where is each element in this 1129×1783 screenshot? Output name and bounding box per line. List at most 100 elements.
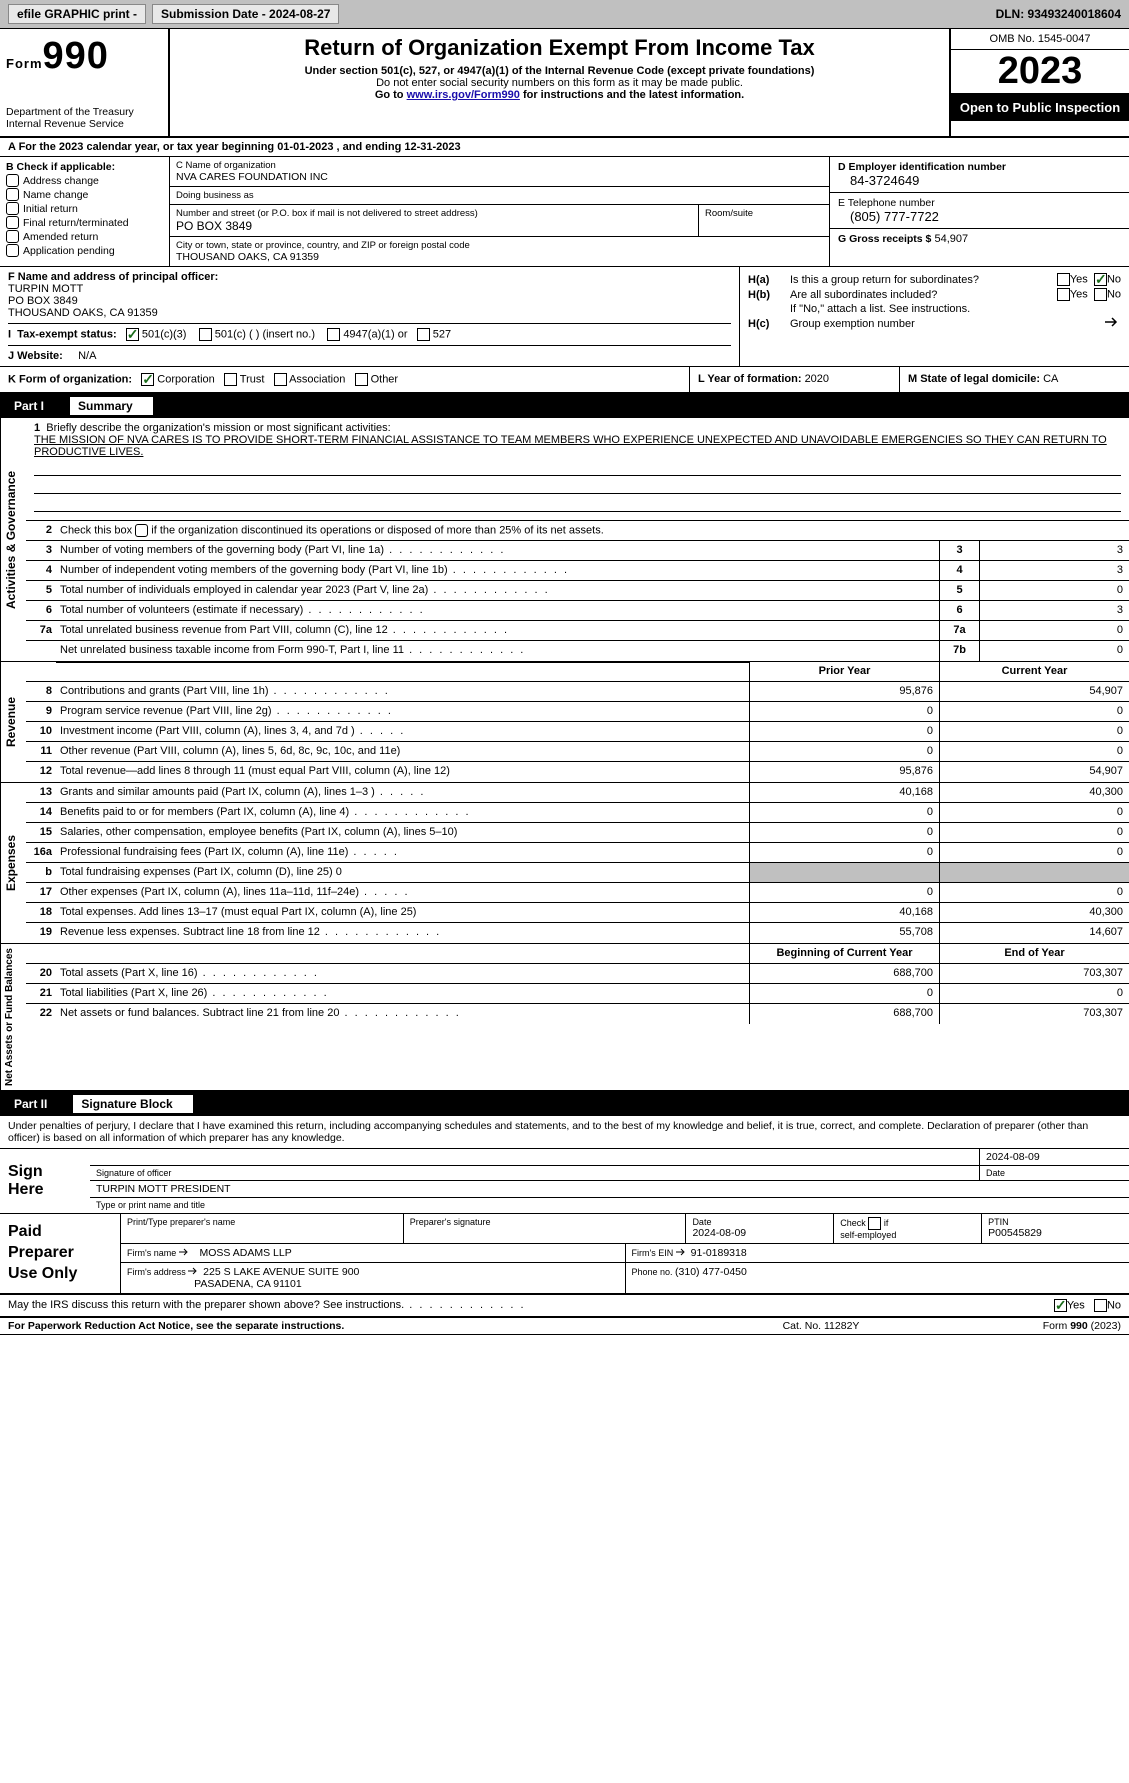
part1-title: Summary (70, 397, 153, 415)
hb-no-checkbox[interactable] (1094, 288, 1107, 301)
amended-return-checkbox[interactable] (6, 230, 19, 243)
paid-preparer-block: PaidPreparerUse Only Print/Type preparer… (0, 1214, 1129, 1295)
line2-num: 2 (26, 521, 56, 540)
initial-return-checkbox[interactable] (6, 202, 19, 215)
submission-date-button[interactable]: Submission Date - 2024-08-27 (152, 4, 339, 24)
part2-header: Part II Signature Block (0, 1092, 1129, 1116)
assoc-checkbox[interactable] (274, 373, 287, 386)
501c3-checkbox[interactable] (126, 328, 139, 341)
discuss-question: May the IRS discuss this return with the… (8, 1299, 1054, 1312)
other-checkbox[interactable] (355, 373, 368, 386)
officer-addr2: THOUSAND OAKS, CA 91359 (8, 307, 731, 319)
line2-checkbox[interactable] (135, 524, 148, 537)
org-name-label: C Name of organization (176, 160, 823, 171)
line22-desc: Net assets or fund balances. Subtract li… (56, 1004, 749, 1024)
top-bar: efile GRAPHIC print - Submission Date - … (0, 0, 1129, 29)
mission-text: THE MISSION OF NVA CARES IS TO PROVIDE S… (34, 434, 1107, 458)
501c-checkbox[interactable] (199, 328, 212, 341)
sig-type-label: Type or print name and title (90, 1198, 1129, 1212)
efile-print-button[interactable]: efile GRAPHIC print - (8, 4, 146, 24)
4947-checkbox[interactable] (327, 328, 340, 341)
footer-left: For Paperwork Reduction Act Notice, see … (8, 1320, 721, 1332)
part1-label: Part I (8, 397, 50, 415)
l-label: L Year of formation: (698, 373, 805, 385)
discuss-no-checkbox[interactable] (1094, 1299, 1107, 1312)
line8-desc: Contributions and grants (Part VIII, lin… (56, 682, 749, 701)
preparer-date: 2024-08-09 (692, 1227, 827, 1239)
ha-no-checkbox[interactable] (1094, 273, 1107, 286)
expenses-vert-label: Expenses (0, 783, 26, 943)
ha-question: Is this a group return for subordinates? (790, 274, 1057, 286)
dba-label: Doing business as (176, 190, 823, 201)
line7a-desc: Total unrelated business revenue from Pa… (56, 621, 939, 640)
header-center: Return of Organization Exempt From Incom… (170, 29, 949, 136)
final-return-checkbox[interactable] (6, 216, 19, 229)
sig-date: 2024-08-09 (979, 1149, 1129, 1165)
expenses-section: Expenses 13 Grants and similar amounts p… (0, 783, 1129, 944)
hb-yes-checkbox[interactable] (1057, 288, 1070, 301)
end-year-header: End of Year (939, 944, 1129, 963)
name-change-checkbox[interactable] (6, 188, 19, 201)
sig-date-label: Date (979, 1166, 1129, 1180)
line16b-desc: Total fundraising expenses (Part IX, col… (56, 863, 749, 882)
line2-desc: Check this box if the organization disco… (56, 521, 1129, 540)
netassets-vert-label: Net Assets or Fund Balances (0, 944, 26, 1090)
line12-prior: 95,876 (749, 762, 939, 782)
hb-question: Are all subordinates included? (790, 289, 1057, 301)
phone-value: (805) 777-7722 (838, 209, 1121, 224)
line11-desc: Other revenue (Part VIII, column (A), li… (56, 742, 749, 761)
line7a-value: 0 (979, 621, 1129, 640)
trust-checkbox[interactable] (224, 373, 237, 386)
firm-addr1: 225 S LAKE AVENUE SUITE 900 (203, 1266, 359, 1278)
activities-vert-label: Activities & Governance (0, 418, 26, 661)
header-left: Form990 Department of the TreasuryIntern… (0, 29, 170, 136)
revenue-section: Revenue Prior Year Current Year 8 Contri… (0, 662, 1129, 783)
column-h: H(a) Is this a group return for subordin… (739, 267, 1129, 366)
subtitle-3: Go to www.irs.gov/Form990 for instructio… (176, 89, 943, 101)
column-b-checkboxes: B Check if applicable: Address change Na… (0, 157, 170, 266)
corp-checkbox[interactable] (141, 373, 154, 386)
line4-desc: Number of independent voting members of … (56, 561, 939, 580)
preparer-name-label: Print/Type preparer's name (127, 1217, 397, 1227)
527-checkbox[interactable] (417, 328, 430, 341)
firm-addr-label: Firm's address (127, 1267, 188, 1277)
firm-phone: (310) 477-0450 (675, 1266, 747, 1278)
discuss-yes-checkbox[interactable] (1054, 1299, 1067, 1312)
line1-num: 1 (34, 422, 40, 434)
k-label: K Form of organization: (8, 373, 132, 385)
firm-ein: 91-0189318 (691, 1247, 747, 1259)
section-fh: F Name and address of principal officer:… (0, 267, 1129, 367)
line3-value: 3 (979, 541, 1129, 560)
self-employed-cell: Check ifself-employed (833, 1214, 981, 1243)
hb-note: If "No," attach a list. See instructions… (790, 303, 1121, 315)
b-label: B Check if applicable: (6, 161, 163, 173)
officer-addr1: PO BOX 3849 (8, 295, 731, 307)
ha-label: H(a) (748, 274, 790, 286)
net-assets-section: Net Assets or Fund Balances Beginning of… (0, 944, 1129, 1092)
revenue-vert-label: Revenue (0, 662, 26, 782)
line1-label: Briefly describe the organization's miss… (46, 422, 390, 434)
line16a-desc: Professional fundraising fees (Part IX, … (56, 843, 749, 862)
arrow-icon (188, 1266, 198, 1278)
line17-desc: Other expenses (Part IX, column (A), lin… (56, 883, 749, 902)
officer-label: F Name and address of principal officer: (8, 271, 731, 283)
dln-label: DLN: 93493240018604 (996, 7, 1121, 21)
firm-addr2: PASADENA, CA 91101 (194, 1278, 302, 1290)
irs-link[interactable]: www.irs.gov/Form990 (407, 89, 520, 101)
ha-yes-checkbox[interactable] (1057, 273, 1070, 286)
form-number: Form990 (6, 35, 162, 78)
address-change-checkbox[interactable] (6, 174, 19, 187)
gross-receipts-label: G Gross receipts $ (838, 233, 931, 245)
sig-officer-label: Signature of officer (90, 1166, 979, 1180)
self-employed-checkbox[interactable] (868, 1217, 881, 1230)
line13-desc: Grants and similar amounts paid (Part IX… (56, 783, 749, 802)
page-footer: For Paperwork Reduction Act Notice, see … (0, 1318, 1129, 1335)
line7b-desc: Net unrelated business taxable income fr… (56, 641, 939, 661)
city-value: THOUSAND OAKS, CA 91359 (176, 251, 823, 263)
website-value: N/A (78, 350, 96, 362)
app-pending-checkbox[interactable] (6, 244, 19, 257)
line12-curr: 54,907 (939, 762, 1129, 782)
hc-label: H(c) (748, 318, 790, 330)
ein-value: 84-3724649 (838, 173, 1121, 188)
i-label: I Tax-exempt status: (8, 328, 117, 340)
